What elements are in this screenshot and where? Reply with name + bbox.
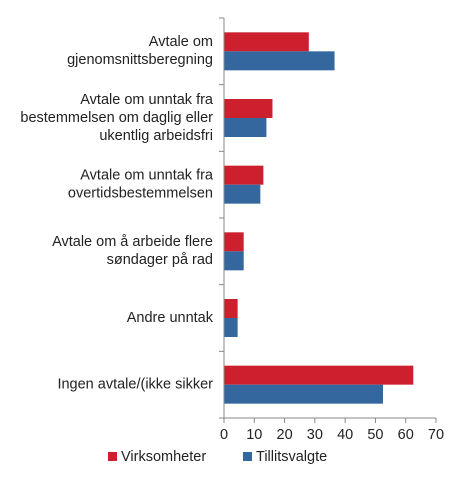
legend-swatch [243, 452, 252, 461]
bar [224, 365, 414, 385]
category-label: søndager på rad [107, 252, 213, 268]
category-label: overtidsbestemmelsen [68, 185, 213, 201]
x-tick-label: 60 [398, 427, 414, 443]
category-label: Andre unntak [127, 310, 214, 326]
bar [224, 32, 309, 52]
bar [224, 184, 261, 204]
category-label: Ingen avtale/(ikke sikker [57, 376, 213, 392]
category-label: Avtale om [149, 34, 213, 50]
x-tick-label: 30 [307, 427, 323, 443]
category-label: ukentlig arbeidsfri [99, 128, 213, 144]
bar [224, 318, 238, 337]
category-label: Avtale om å arbeide flere [52, 234, 213, 250]
bar [224, 232, 244, 252]
category-label: Avtale om unntak fra [80, 92, 214, 108]
category-label: Avtale om unntak fra [80, 167, 214, 183]
bar [224, 165, 264, 185]
x-tick-label: 70 [428, 427, 444, 443]
bar [224, 299, 238, 318]
bar [224, 251, 244, 271]
bar [224, 384, 383, 404]
category-label: bestemmelsen om daglig eller [20, 110, 213, 126]
x-tick-label: 10 [246, 427, 262, 443]
legend-swatch [108, 452, 117, 461]
category-label: gjenomsnittsberegning [67, 52, 213, 68]
legend-label: Virksomheter [121, 449, 206, 465]
bar [224, 118, 267, 137]
legend-label: Tillitsvalgte [256, 449, 327, 465]
bar [224, 99, 273, 118]
x-tick-label: 40 [337, 427, 353, 443]
x-tick-label: 0 [220, 427, 228, 443]
x-tick-label: 50 [367, 427, 383, 443]
bar [224, 51, 335, 71]
x-tick-label: 20 [277, 427, 293, 443]
